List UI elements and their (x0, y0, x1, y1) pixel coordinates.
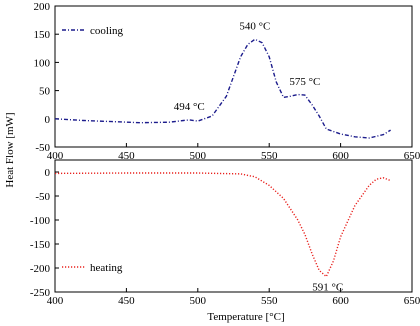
x-tick-label: 550 (261, 295, 278, 307)
x-tick-label: 400 (47, 295, 64, 307)
x-tick-label: 600 (332, 295, 349, 307)
peak-annotation: 575 °C (289, 76, 320, 88)
y-tick-label: 200 (34, 1, 51, 13)
peak-annotation: 494 °C (174, 101, 205, 113)
x-tick-label: 500 (190, 150, 207, 162)
x-tick-label: 450 (118, 150, 135, 162)
y-tick-label: 50 (39, 86, 51, 98)
heating-panel: 400 450 500 550 600 650 -250 -200 -150 -100 -50 0 he… (30, 159, 420, 307)
y-tick-label: 150 (34, 29, 51, 41)
x-tick-label: 650 (404, 150, 420, 162)
x-tick-label: 450 (118, 295, 135, 307)
series-line-cooling (54, 38, 391, 139)
y-tick-label: -250 (30, 287, 51, 299)
x-tick-label: 550 (261, 150, 278, 162)
legend-label-heating: heating (90, 262, 123, 274)
plot-frame (54, 5, 413, 148)
cooling-panel: 400 450 500 550 600 650 -50 0 50 100 150 200 cooling… (34, 1, 420, 162)
y-tick-label: 100 (34, 57, 51, 69)
y-tick-label: 0 (45, 114, 51, 126)
y-tick-label: -50 (35, 142, 50, 154)
peak-annotation: 591 °C (312, 282, 343, 294)
plot-frame (54, 159, 413, 293)
y-tick-label: 0 (45, 167, 51, 179)
peak-annotation: 540 °C (239, 20, 270, 32)
y-tick-label: -50 (35, 191, 50, 203)
x-tick-label: 500 (190, 295, 207, 307)
x-tick-label: 650 (404, 295, 420, 307)
y-tick-label: -150 (30, 239, 51, 251)
legend-label-cooling: cooling (90, 25, 123, 37)
x-axis-title: Temperature [°C] (207, 311, 284, 323)
x-tick-label: 400 (47, 150, 64, 162)
y-axis-title: Heat Flow [mW] (4, 112, 16, 187)
y-tick-label: -100 (30, 215, 51, 227)
x-tick-label: 600 (332, 150, 349, 162)
y-tick-label: -200 (30, 263, 51, 275)
